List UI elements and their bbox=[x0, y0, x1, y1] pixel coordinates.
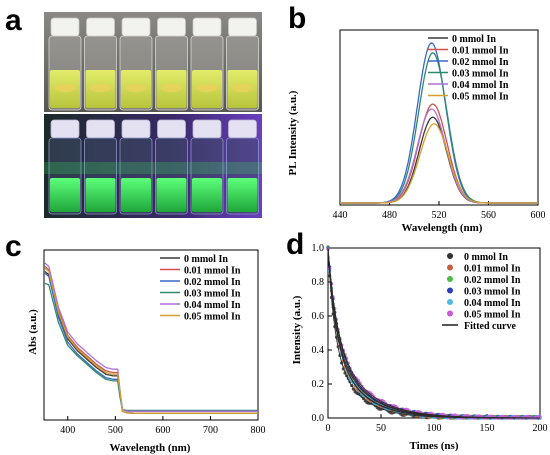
chart-c-xtick-label: 700 bbox=[203, 425, 218, 436]
chart-b-legend-label: 0.03 mmol In bbox=[452, 69, 509, 80]
vial-cap-icon bbox=[50, 17, 80, 37]
chart-c-legend-label: 0.03 mmol In bbox=[184, 289, 241, 300]
vial-cap-icon bbox=[86, 17, 115, 37]
chart-d-ytick-label: 0.2 bbox=[312, 379, 325, 390]
chart-d-xlabel: Times (ns) bbox=[410, 440, 459, 452]
chart-c-legend-label: 0.01 mmol In bbox=[184, 266, 241, 277]
chart-d-legend-label: 0.05 mmol In bbox=[464, 310, 521, 321]
chart-d-xtick-label: 0 bbox=[326, 423, 331, 434]
chart-d-ytick-label: 0.6 bbox=[312, 311, 325, 322]
daylight-vials-row bbox=[48, 17, 259, 111]
chart-d-ytick-label: 1.0 bbox=[312, 243, 325, 254]
vial-liquid-highlight bbox=[125, 84, 147, 92]
chart-c-series-line bbox=[44, 267, 258, 414]
glow-reflection bbox=[44, 162, 262, 174]
chart-d-legend-label: 0 mmol In bbox=[464, 252, 508, 263]
chart-d-legend-label: 0.04 mmol In bbox=[464, 298, 521, 309]
uv-vials-row bbox=[44, 119, 262, 215]
chart-d-xtick-label: 150 bbox=[480, 423, 495, 434]
chart-b-xtick-label: 600 bbox=[531, 210, 546, 221]
chart-c-plot-frame bbox=[43, 249, 259, 421]
chart-d-legend-swatch bbox=[447, 299, 453, 305]
chart-b-xtick-label: 480 bbox=[382, 210, 397, 221]
chart-d-legend-swatch bbox=[447, 310, 453, 317]
chart-c-ylabel: Abs (a.u.) bbox=[27, 309, 39, 355]
chart-c-xlabel: Wavelength (nm) bbox=[110, 442, 191, 454]
chart-c-series-line bbox=[44, 282, 258, 412]
chart-c-legend-label: 0.05 mmol In bbox=[184, 312, 241, 323]
pl-spectrum-chart: Wavelength (nm) PL Intensity (a.u.) 440 4… bbox=[287, 29, 546, 234]
chart-b-xtick-label: 520 bbox=[432, 210, 447, 221]
chart-d-point bbox=[358, 381, 362, 385]
vials-photograph bbox=[44, 12, 262, 218]
chart-d-ytick-label: 0.8 bbox=[312, 277, 325, 288]
chart-d-xtick-label: 200 bbox=[533, 423, 548, 434]
vial-liquid-highlight bbox=[54, 84, 76, 92]
chart-b-series-line bbox=[340, 123, 538, 204]
absorption-spectrum-chart: Wavelength (nm) Abs (a.u.) 400 500 600 700 8… bbox=[27, 249, 266, 454]
chart-b-legend-label: 0.04 mmol In bbox=[452, 80, 509, 91]
chart-d-xtick-label: 50 bbox=[376, 423, 386, 434]
chart-b-series-line bbox=[340, 108, 538, 204]
chart-b-legend-label: 0 mmol In bbox=[452, 34, 496, 45]
vial-cap-icon bbox=[228, 17, 257, 37]
chart-b-xtick-label: 560 bbox=[481, 210, 496, 221]
chart-b-xtick-label: 440 bbox=[333, 210, 348, 221]
panel-letter-d: d bbox=[286, 228, 305, 261]
chart-c-legend-label: 0 mmol In bbox=[184, 254, 228, 265]
vial-cap-icon bbox=[192, 119, 222, 139]
vial-liquid-highlight bbox=[196, 84, 218, 92]
panel-letter-b: b bbox=[288, 2, 307, 35]
chart-d-legend-label: 0.01 mmol In bbox=[464, 264, 521, 275]
decay-chart: Times (ns) Intensity (a.u.) 0 50 100 150 200… bbox=[291, 243, 548, 452]
vial-cap-icon bbox=[228, 119, 257, 139]
vial-glowing-liquid bbox=[50, 178, 80, 212]
vial-liquid-highlight bbox=[160, 84, 183, 92]
chart-d-legend-swatch bbox=[447, 287, 453, 294]
vial-cap-icon bbox=[121, 17, 151, 37]
vial-cap-icon bbox=[192, 17, 222, 37]
chart-c-xtick-label: 600 bbox=[155, 425, 170, 436]
chart-c-xtick-label: 500 bbox=[108, 425, 123, 436]
chart-d-ytick-label: 0.0 bbox=[312, 413, 325, 424]
vial-cap-icon bbox=[86, 119, 115, 139]
chart-d-legend-label: 0.03 mmol In bbox=[464, 287, 521, 298]
chart-d-xtick-label: 100 bbox=[427, 423, 442, 434]
vial-cap-icon bbox=[121, 119, 151, 139]
vial-cap-icon bbox=[50, 119, 80, 139]
chart-d-legend-label: Fitted curve bbox=[464, 321, 516, 332]
chart-d-ytick-label: 0.4 bbox=[312, 345, 325, 356]
chart-c-legend-label: 0.04 mmol In bbox=[184, 300, 241, 311]
vial-cap-icon bbox=[157, 119, 186, 139]
chart-c-xtick-label: 400 bbox=[60, 425, 75, 436]
chart-c-legend-label: 0.02 mmol In bbox=[184, 277, 241, 288]
chart-b-xlabel: Wavelength (nm) bbox=[402, 222, 483, 234]
chart-b-legend-label: 0.01 mmol In bbox=[452, 46, 509, 57]
chart-d-fit-line bbox=[327, 247, 540, 419]
chart-b-ylabel: PL Intensity (a.u.) bbox=[287, 90, 299, 175]
chart-d-ylabel: Intensity (a.u.) bbox=[291, 295, 303, 364]
chart-d-legend-swatch bbox=[447, 253, 453, 259]
chart-b-legend-label: 0.02 mmol In bbox=[452, 57, 509, 68]
vial-glowing-liquid bbox=[156, 178, 187, 212]
vial-liquid-highlight bbox=[89, 84, 112, 92]
chart-b-series-line bbox=[340, 116, 538, 204]
panel-letter-a: a bbox=[5, 4, 22, 37]
chart-c-xtick-label: 800 bbox=[251, 425, 266, 436]
chart-d-legend-swatch bbox=[447, 264, 453, 271]
vial-glowing-liquid bbox=[192, 178, 222, 212]
chart-c-series-line bbox=[44, 262, 258, 412]
chart-b-legend-label: 0.05 mmol In bbox=[452, 92, 509, 103]
vial-cap-icon bbox=[157, 17, 186, 37]
vial-liquid-highlight bbox=[231, 84, 254, 92]
vial-glowing-liquid bbox=[227, 178, 258, 212]
vial-glowing-liquid bbox=[85, 178, 116, 212]
chart-d-legend-label: 0.02 mmol In bbox=[464, 275, 521, 286]
panel-letter-c: c bbox=[5, 230, 22, 263]
chart-d-legend-swatch bbox=[447, 276, 453, 282]
vial-glowing-liquid bbox=[121, 178, 151, 212]
chart-b-series-line bbox=[340, 103, 538, 204]
